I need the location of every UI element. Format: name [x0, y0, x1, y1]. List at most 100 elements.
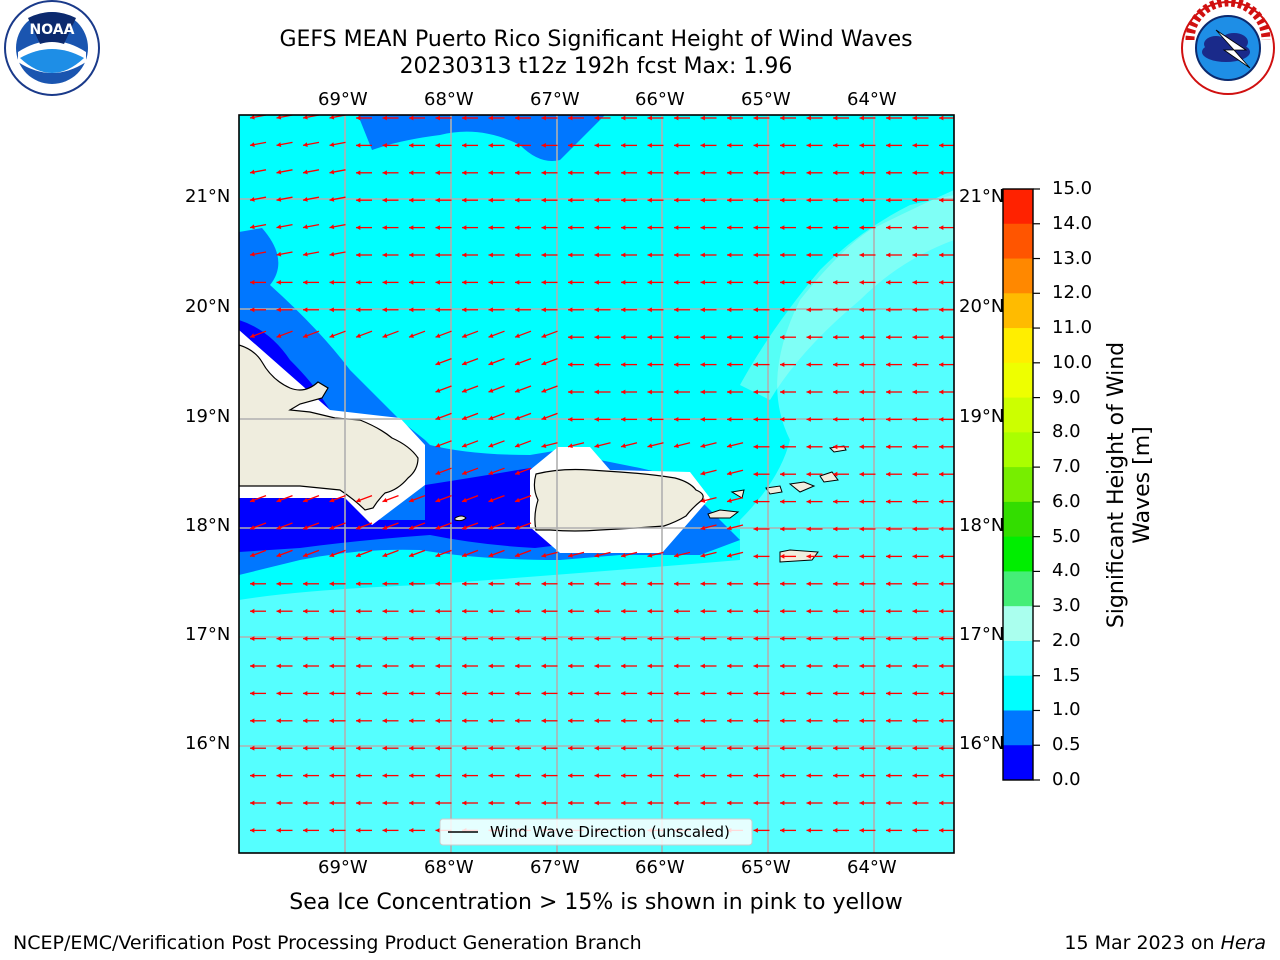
wave-arrow-head	[435, 745, 440, 751]
wave-arrow-head	[250, 691, 255, 696]
wave-arrow-head	[700, 691, 705, 696]
wave-arrow-head	[939, 143, 944, 148]
wave-arrow-head	[912, 280, 917, 285]
wave-arrow-head	[939, 499, 944, 504]
wave-arrow-head	[806, 197, 811, 203]
colorbar-segment	[1003, 467, 1033, 503]
wave-arrow-head	[621, 608, 626, 614]
wave-arrow-head	[700, 170, 705, 176]
wave-field-2.0-3.0	[740, 195, 954, 400]
wave-arrow-head	[780, 554, 785, 559]
wave-arrow-head	[939, 170, 944, 176]
wave-arrow-head	[541, 280, 546, 285]
wave-arrow-head	[700, 608, 705, 614]
wave-arrow-head	[912, 389, 917, 395]
wave-arrow-head	[329, 608, 334, 614]
wave-arrow-head	[727, 280, 732, 285]
wave-arrow-head	[833, 307, 838, 313]
colorbar-title: Significant Height of Wind Waves [m]	[1104, 341, 1155, 629]
wave-arrow-head	[303, 800, 308, 806]
wave-arrow-head	[488, 252, 493, 258]
wave-arrow-head	[435, 170, 440, 176]
wave-arrow-head	[435, 388, 441, 393]
wave-arrow-head	[462, 333, 467, 338]
land-virgin-islands	[730, 445, 847, 499]
wave-arrow-head	[806, 417, 811, 422]
wave-arrow-head	[886, 334, 891, 340]
wave-arrow-head	[541, 443, 547, 449]
wave-arrow-head	[594, 252, 599, 258]
wave-arrow-head	[568, 170, 573, 176]
wave-arrow-head	[780, 143, 785, 148]
wave-arrow-head	[515, 745, 520, 751]
wave-arrow-head	[859, 471, 864, 477]
wave-arrow-head	[409, 143, 414, 148]
wave-arrow-head	[488, 745, 493, 751]
wave-arrow-head	[303, 333, 308, 338]
wave-arrow-head	[250, 581, 255, 587]
wave-arrow-head	[806, 170, 811, 176]
wave-arrow-head	[568, 389, 573, 395]
wave-arrow-head	[859, 334, 864, 340]
colorbar-segment	[1003, 536, 1033, 572]
land-vieques	[707, 509, 740, 519]
wave-arrow-head	[886, 718, 891, 724]
wave-arrow-head	[886, 362, 891, 367]
wave-arrow-head	[541, 360, 547, 366]
wave-arrow-head	[382, 636, 387, 641]
wave-arrow-head	[727, 443, 732, 449]
wave-arrow-head	[727, 663, 732, 669]
wave-arrow-head	[382, 225, 387, 230]
wave-arrow-head	[753, 307, 758, 313]
wave-arrow-head	[303, 169, 308, 175]
footer-host: Hera	[1220, 932, 1266, 954]
wave-arrow-head	[382, 115, 387, 121]
wave-arrow-head	[303, 718, 308, 724]
wave-arrow-head	[886, 773, 891, 778]
wave-arrow-head	[674, 800, 679, 806]
wave-arrow-head	[594, 691, 599, 696]
wave-arrow-head	[806, 581, 811, 587]
wave-arrow-head	[276, 142, 282, 147]
lon-tick-top-3: 67°W	[530, 89, 580, 110]
map-legend: Wind Wave Direction (unscaled)	[439, 818, 753, 846]
wave-arrow-head	[276, 333, 282, 338]
wave-arrow-head	[912, 526, 917, 532]
wave-arrow-head	[515, 663, 520, 669]
wave-arrow-head	[462, 552, 467, 558]
wave-arrow-head	[674, 608, 679, 614]
wave-arrow-head	[594, 553, 600, 558]
wave-arrow-head	[276, 552, 282, 558]
wave-arrow-head	[859, 554, 864, 559]
wave-arrow-head	[250, 525, 255, 530]
wave-arrow-head	[727, 498, 732, 503]
wave-arrow-head	[939, 581, 944, 587]
wave-arrow-head	[515, 143, 520, 148]
wave-arrow-head	[462, 307, 467, 313]
wave-arrow-head	[912, 773, 917, 778]
wave-arrow-head	[329, 142, 335, 147]
wave-arrow-head	[886, 307, 891, 313]
wave-arrow-head	[806, 280, 811, 285]
wave-arrow-head	[568, 334, 573, 340]
wave-arrow-head	[621, 663, 626, 669]
footer-date: 15 Mar 2023 on Hera	[1064, 932, 1266, 954]
wave-arrow-head	[833, 143, 838, 148]
wave-arrow-head	[859, 636, 864, 641]
wave-arrow-head	[462, 718, 467, 724]
wave-arrow-head	[912, 170, 917, 176]
wave-arrow-head	[939, 554, 944, 559]
wave-arrow-head	[329, 718, 334, 724]
wave-arrow-head	[488, 388, 494, 393]
wave-arrow-head	[329, 828, 334, 833]
wave-arrow-head	[859, 417, 864, 422]
wave-arrow-head	[621, 636, 626, 641]
wave-arrow-head	[488, 280, 493, 285]
wave-arrow-head	[912, 581, 917, 587]
wave-arrow-head	[276, 636, 281, 641]
wave-arrow-head	[833, 225, 838, 230]
lat-tick-left-4: 18°N	[185, 515, 231, 536]
wave-arrow-head	[276, 280, 281, 285]
wave-arrow-head	[621, 389, 626, 395]
wave-arrow-head	[541, 225, 546, 230]
